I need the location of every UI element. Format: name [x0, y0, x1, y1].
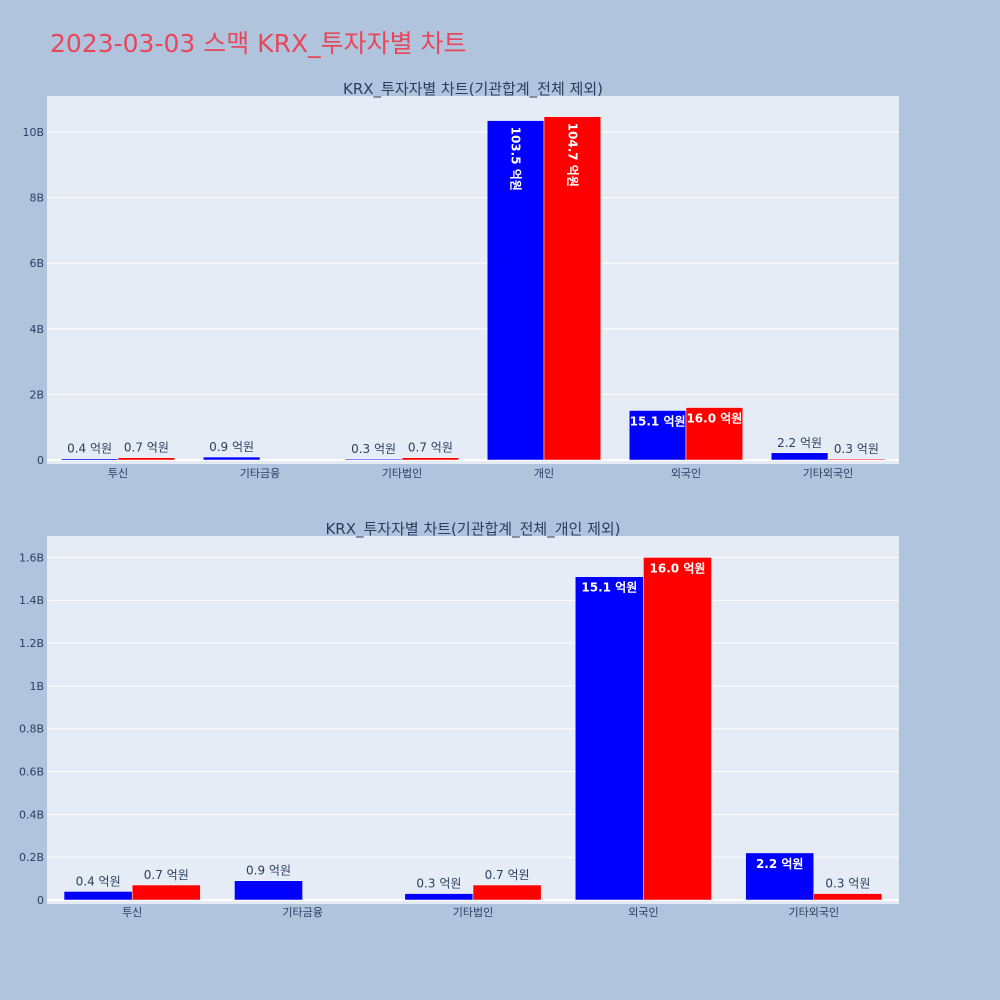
bar[interactable]: [117, 457, 176, 461]
data-label: 104.7 억원: [565, 123, 579, 187]
x-tick-label: 외국인: [628, 906, 658, 919]
chart-title: KRX_투자자별 차트(기관합계_전체 제외): [343, 80, 603, 99]
x-tick-label: 투신: [122, 906, 142, 919]
bar[interactable]: [60, 458, 119, 461]
data-label: 0.9 억원: [246, 864, 291, 878]
data-label: 0.7 억원: [485, 868, 530, 882]
bar[interactable]: [401, 457, 460, 461]
data-label: 15.1 억원: [630, 414, 686, 428]
data-label: 0.4 억원: [76, 874, 121, 888]
data-label: 0.3 억원: [825, 877, 870, 891]
bar-chart-2: 0 0.2B 0.4B 0.6B 0.8B 1B 1.2B 1.4B 1.6B KRX_투자자별 …: [19, 520, 899, 919]
data-label: 0.3 억원: [834, 442, 879, 456]
bar[interactable]: [234, 880, 303, 901]
y-tick-label: 0.6B: [19, 766, 44, 779]
x-tick-label: 기타외국인: [803, 467, 854, 480]
data-label: 0.4 억원: [67, 442, 112, 456]
x-tick-label: 기타외국인: [788, 906, 839, 919]
plot-area: [47, 96, 899, 464]
data-label: 2.2 억원: [777, 436, 822, 450]
x-tick-label: 기타법인: [382, 467, 422, 480]
y-tick-label: 0.2B: [19, 851, 44, 864]
data-label: 15.1 억원: [581, 581, 637, 595]
y-tick-label: 1B: [29, 680, 44, 693]
y-tick-label: 0.8B: [19, 723, 44, 736]
y-tick-label: 0: [37, 894, 44, 907]
bar[interactable]: [404, 893, 474, 901]
y-tick-label: 8B: [29, 192, 44, 205]
data-label: 2.2 억원: [756, 857, 804, 871]
bar[interactable]: [543, 116, 602, 461]
bar[interactable]: [472, 884, 542, 901]
data-label: 0.3 억원: [351, 442, 396, 456]
y-tick-label: 1.2B: [19, 637, 44, 650]
x-tick-label: 투신: [108, 467, 128, 480]
data-label: 0.7 억원: [124, 441, 169, 455]
data-label: 16.0 억원: [686, 412, 742, 426]
y-tick-label: 6B: [29, 257, 44, 270]
plot-area: [47, 536, 899, 904]
bar[interactable]: [202, 456, 261, 461]
data-label: 0.7 억원: [408, 441, 453, 455]
bar[interactable]: [745, 852, 815, 901]
y-tick-label: 2B: [29, 388, 44, 401]
x-tick-label: 기타금융: [240, 467, 280, 480]
bar[interactable]: [628, 410, 687, 461]
y-tick-label: 0: [37, 454, 44, 467]
y-tick-label: 10B: [22, 126, 44, 139]
bar[interactable]: [344, 458, 403, 461]
bar[interactable]: [813, 893, 883, 901]
bar-chart-1: 0 2B 4B 6B 8B 10B KRX_투자자별 차트(기관합계_전체 제외) 투신 0.4…: [22, 80, 899, 480]
y-tick-label: 1.4B: [19, 594, 44, 607]
bar[interactable]: [643, 557, 712, 901]
x-tick-label: 기타법인: [453, 906, 493, 919]
y-tick-label: 1.6B: [19, 551, 44, 564]
x-tick-label: 개인: [534, 467, 554, 480]
page-title: 2023-03-03 스맥 KRX_투자자별 차트: [50, 29, 467, 58]
bar[interactable]: [770, 452, 829, 461]
chart-title: KRX_투자자별 차트(기관합계_전체_개인 제외): [325, 520, 620, 539]
x-tick-label: 기타금융: [282, 906, 322, 919]
data-label: 0.3 억원: [416, 877, 461, 891]
data-label: 103.5 억원: [509, 127, 523, 191]
data-label: 0.7 억원: [144, 868, 189, 882]
bar[interactable]: [685, 407, 744, 461]
y-tick-label: 4B: [29, 323, 44, 336]
bar[interactable]: [574, 576, 644, 901]
y-tick-label: 0.4B: [19, 808, 44, 821]
bar[interactable]: [827, 458, 886, 461]
data-label: 0.9 억원: [209, 440, 254, 454]
bar[interactable]: [131, 884, 201, 901]
data-label: 16.0 억원: [650, 561, 706, 575]
x-tick-label: 외국인: [671, 467, 701, 480]
bar[interactable]: [63, 891, 133, 901]
